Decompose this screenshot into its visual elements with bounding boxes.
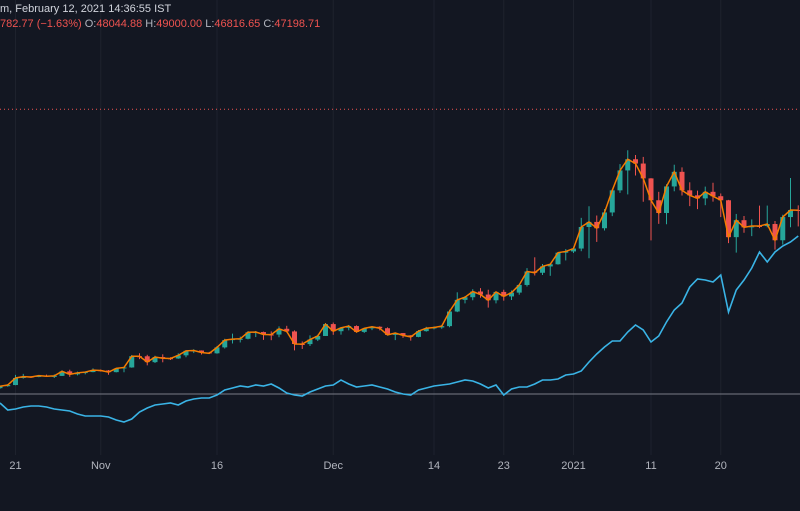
candle-body — [656, 200, 662, 213]
candle-body — [338, 327, 344, 332]
candle-body — [385, 328, 390, 335]
x-tick-label: Nov — [91, 460, 111, 472]
candle-body — [772, 224, 778, 241]
candle-body — [516, 284, 522, 293]
candle-body — [609, 190, 615, 213]
candle-body — [0, 386, 3, 389]
indicator-line — [0, 235, 799, 423]
candle-body — [113, 368, 119, 373]
candle-body — [741, 220, 747, 228]
candle-body — [493, 291, 499, 301]
candle-body — [780, 217, 786, 241]
candle-body — [664, 186, 669, 213]
candle-body — [633, 159, 638, 164]
date-line: m, February 12, 2021 14:36:55 IST — [0, 2, 320, 17]
x-tick-label: Dec — [323, 460, 343, 472]
candle-body — [524, 271, 530, 285]
x-tick-label: 20 — [715, 460, 727, 472]
candle-body — [222, 340, 228, 348]
candle-body — [547, 264, 553, 267]
header: m, February 12, 2021 14:36:55 IST 782.77… — [0, 2, 320, 32]
candle-body — [470, 291, 476, 298]
candle-body — [625, 159, 631, 171]
ohlc-label: O: — [84, 18, 97, 30]
candle-body — [175, 355, 181, 359]
x-tick-label: 11 — [645, 460, 656, 472]
candle-body — [369, 326, 375, 329]
candle-body — [67, 371, 73, 375]
x-tick-label: 16 — [211, 460, 223, 472]
candle-body — [788, 210, 793, 218]
candle-body — [199, 350, 204, 353]
ohlc-value: 48044.88 — [96, 18, 143, 30]
candle-body — [276, 328, 282, 335]
x-tick-label: 2021 — [561, 460, 585, 472]
candle-body — [702, 191, 708, 199]
candle-body — [214, 347, 220, 354]
candle-body — [718, 196, 724, 201]
candle-body — [671, 171, 677, 187]
x-tick-label: 23 — [498, 460, 510, 472]
candle-body — [617, 170, 623, 191]
ohlc-label: C: — [263, 18, 275, 30]
candle-body — [423, 328, 429, 332]
change: 782.77 (−1.63%) — [0, 18, 82, 30]
candle-body — [129, 356, 135, 368]
candle-body — [509, 292, 514, 297]
candle-body — [447, 311, 452, 327]
candle-body — [602, 212, 607, 229]
candle-body — [90, 370, 96, 373]
candle-body — [578, 226, 584, 249]
ohlc-label: H: — [145, 18, 157, 30]
candle-body — [454, 299, 460, 312]
candle-body — [501, 291, 507, 297]
candle-body — [392, 333, 398, 335]
candle-body — [13, 378, 18, 386]
candle-body — [485, 294, 491, 301]
candle-body — [710, 191, 716, 197]
candle-body — [315, 335, 321, 340]
candle-body — [284, 328, 290, 332]
candle-body — [59, 371, 65, 376]
ohlc-label: L: — [205, 18, 215, 30]
ohlc-value: 49000.00 — [156, 18, 203, 30]
candle-body — [152, 357, 158, 363]
candle-body — [726, 200, 731, 238]
candle-body — [330, 324, 336, 332]
candle-body — [323, 324, 328, 336]
candle-body — [679, 171, 685, 191]
candle-body — [733, 220, 739, 238]
x-tick-label: 14 — [428, 460, 440, 472]
x-tick-label: 21 — [9, 460, 21, 472]
candle-body — [540, 266, 545, 273]
date-text: m, February 12, 2021 14:36:55 IST — [0, 3, 172, 15]
ohlc-value: 47198.71 — [274, 18, 321, 30]
ohlc-line: 782.77 (−1.63%) O:48044.88 H:49000.00 L:… — [0, 17, 320, 32]
candle-body — [354, 326, 359, 332]
candle-body — [462, 297, 468, 300]
candle-body — [555, 252, 561, 265]
candle-body — [292, 331, 297, 345]
ohlc-value: 46816.65 — [214, 18, 261, 30]
candle-body — [640, 163, 646, 179]
candle-body — [261, 332, 266, 335]
candle-body — [361, 328, 367, 332]
candle-body — [183, 350, 189, 356]
candle-body — [586, 221, 592, 227]
candle-body — [571, 248, 576, 252]
candle-body — [416, 331, 421, 337]
close-line — [0, 158, 799, 387]
candle-body — [594, 221, 600, 229]
candle-body — [400, 333, 406, 336]
candle-body — [687, 190, 693, 196]
candle-body — [695, 195, 700, 199]
candle-body — [307, 339, 313, 345]
candle-body — [478, 291, 483, 295]
candle-body — [144, 356, 150, 363]
candle-body — [245, 332, 251, 339]
candle-body — [648, 178, 654, 201]
